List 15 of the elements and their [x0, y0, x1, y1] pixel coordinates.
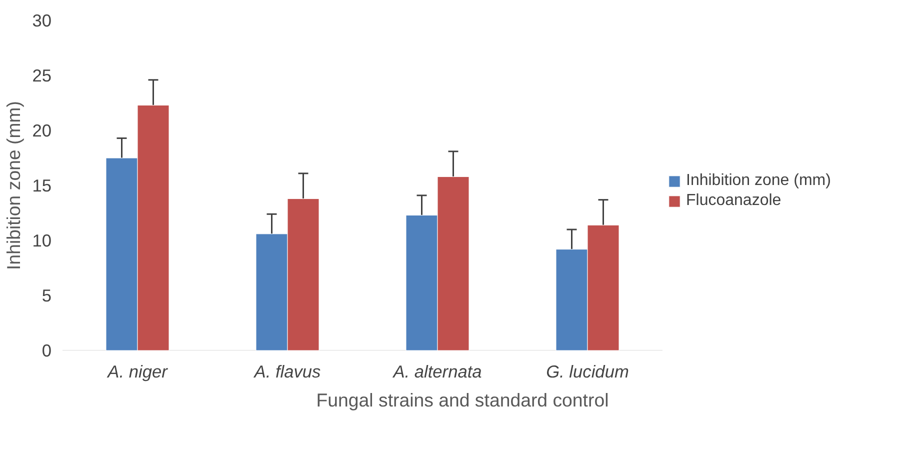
x-tick-label: A. niger [106, 362, 169, 382]
legend-label: Flucoanazole [686, 192, 782, 210]
y-tick-label: 15 [32, 176, 52, 196]
y-tick-label: 25 [32, 66, 52, 86]
y-tick-label: 5 [42, 286, 52, 306]
x-tick-label: A. alternata [392, 362, 482, 382]
x-tick-label: G. lucidum [546, 362, 629, 382]
legend-label: Inhibition zone (mm) [686, 172, 831, 190]
x-tick-label: A. flavus [253, 362, 322, 382]
y-tick-label: 0 [42, 340, 52, 360]
y-tick-label: 30 [32, 10, 52, 30]
y-tick-label: 20 [32, 120, 52, 140]
x-axis-title: Fungal strains and standard control [316, 390, 609, 410]
y-axis-title: Inhibition zone (mm) [3, 100, 24, 270]
y-tick-label: 10 [32, 230, 52, 250]
